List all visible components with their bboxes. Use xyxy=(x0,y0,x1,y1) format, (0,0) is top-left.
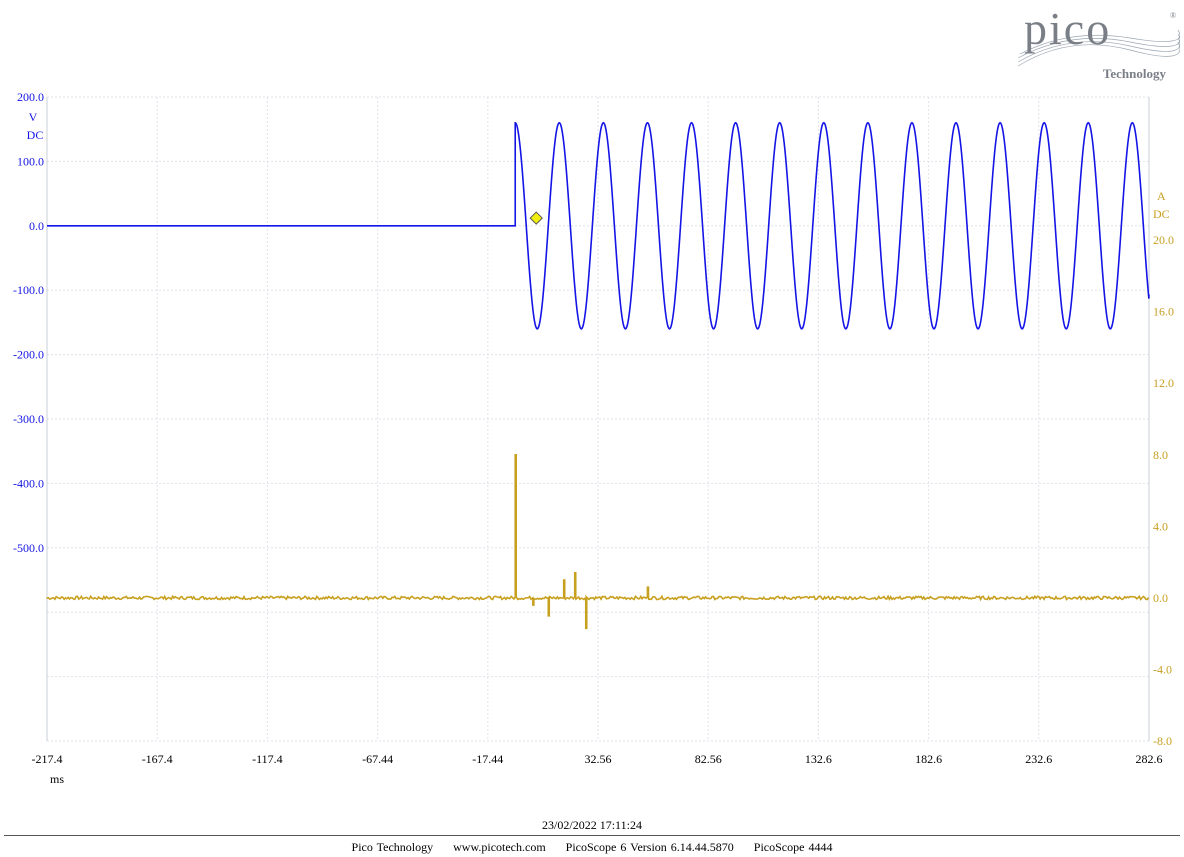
left-tick-label: -500.0 xyxy=(13,541,44,555)
right-tick-label: 16.0 xyxy=(1153,305,1174,319)
x-tick-label: 32.56 xyxy=(585,752,612,766)
footer-company: Pico Technology xyxy=(351,840,434,854)
left-tick-label: -100.0 xyxy=(13,283,44,297)
footer-website[interactable]: www.picotech.com xyxy=(453,840,546,854)
right-tick-label: 12.0 xyxy=(1153,376,1174,390)
series-channel-a xyxy=(47,121,1150,330)
right-tick-label: 0.0 xyxy=(1153,591,1168,605)
logo-subtext: Technology xyxy=(1103,66,1167,81)
logo-registered-mark: ® xyxy=(1170,11,1176,20)
x-tick-label: 132.6 xyxy=(805,752,832,766)
x-tick-label: -117.4 xyxy=(252,752,283,766)
x-tick-label: -17.44 xyxy=(472,752,503,766)
right-axis-coupling: DC xyxy=(1153,207,1170,221)
right-tick-label: -8.0 xyxy=(1153,734,1172,748)
left-tick-label: 200.0 xyxy=(17,90,44,104)
trigger-marker xyxy=(529,211,543,225)
left-tick-label: -300.0 xyxy=(13,412,44,426)
left-tick-label: -400.0 xyxy=(13,476,44,490)
left-axis-coupling: DC xyxy=(27,128,44,142)
logo-swoosh xyxy=(1017,29,1180,67)
x-tick-label: 232.6 xyxy=(1025,752,1052,766)
right-axis-unit: A xyxy=(1157,189,1166,203)
left-axis-unit: V xyxy=(29,110,38,124)
left-axis: 200.0 100.0 0.0 -100.0 -200.0 -300.0 -400.0 -50… xyxy=(13,90,44,555)
x-tick-label: -67.44 xyxy=(362,752,393,766)
x-axis: -217.4 -167.4 -117.4 -67.44 -17.44 32.56 82.56… xyxy=(32,752,1163,786)
capture-timestamp: 23/02/2022 17:11:24 xyxy=(542,818,642,832)
footer-device: PicoScope 4444 xyxy=(753,840,833,854)
x-tick-label: 282.6 xyxy=(1136,752,1163,766)
x-tick-label: 182.6 xyxy=(915,752,942,766)
pico-logo: pico ® Technology xyxy=(1017,4,1180,81)
footer-info: Pico Technology www.picotech.com PicoSco… xyxy=(0,840,1184,855)
left-tick-label: 0.0 xyxy=(29,219,44,233)
x-axis-unit: ms xyxy=(50,772,64,786)
footer-divider xyxy=(4,835,1180,836)
footer-version: PicoScope 6 Version 6.14.44.5870 xyxy=(565,840,734,854)
x-tick-label: -217.4 xyxy=(32,752,63,766)
left-tick-label: -200.0 xyxy=(13,348,44,362)
x-tick-label: 82.56 xyxy=(695,752,722,766)
logo-wordmark: pico xyxy=(1024,4,1111,54)
right-axis: 20.0 16.0 12.0 8.0 4.0 0.0 -4.0 -8.0 A DC xyxy=(1153,189,1174,748)
series-channel-b xyxy=(46,453,1150,630)
left-tick-label: 100.0 xyxy=(17,154,44,168)
grid xyxy=(46,96,1150,742)
right-tick-label: 20.0 xyxy=(1153,233,1174,247)
right-tick-label: -4.0 xyxy=(1153,662,1172,676)
right-tick-label: 4.0 xyxy=(1153,519,1168,533)
right-tick-label: 8.0 xyxy=(1153,448,1168,462)
x-tick-label: -167.4 xyxy=(142,752,173,766)
